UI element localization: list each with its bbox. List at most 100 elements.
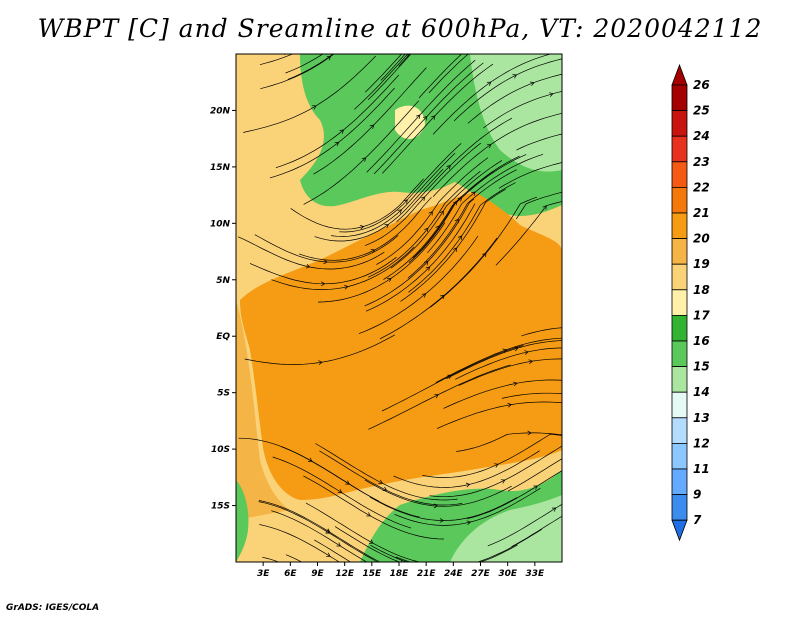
streamline-arrow	[421, 293, 426, 298]
colorbar-label: 26	[693, 78, 710, 92]
streamline	[379, 237, 498, 340]
colorbar-swatch	[671, 340, 688, 368]
lat-label: 5N	[216, 276, 230, 286]
colorbar-label: 20	[693, 232, 710, 246]
streamline	[275, 74, 400, 169]
footer-credit: GrADS: IGES/COLA	[6, 603, 100, 613]
wbpt-16-region-north	[470, 54, 562, 172]
streamline-arrow	[433, 503, 438, 509]
streamline-arrow	[400, 560, 403, 562]
streamline-arrow	[337, 488, 343, 494]
streamline-arrow	[486, 81, 492, 86]
streamline	[354, 54, 409, 110]
streamline	[393, 450, 540, 488]
wbpt-21-region-central	[240, 192, 562, 500]
wbpt-20-region-west	[236, 300, 290, 520]
streamline-arrow	[417, 43, 421, 47]
lon-label: 21E	[417, 569, 437, 579]
streamline-arrow	[439, 210, 444, 216]
colorbar-label: 11	[693, 462, 710, 476]
streamline	[259, 524, 340, 562]
streamline	[272, 456, 412, 529]
streamline-arrow	[430, 23, 434, 27]
colorbar: 26 25 24 23 22 21 20 19 18 17 16 15 14 13 12 11 9 7	[671, 63, 710, 542]
colorbar-swatch	[671, 494, 688, 521]
streamline	[358, 235, 479, 334]
streamline	[516, 133, 562, 151]
streamline	[458, 358, 562, 386]
streamline	[418, 54, 463, 99]
streamline-arrow	[428, 211, 433, 216]
colorbar-label: 18	[693, 283, 710, 297]
streamline	[314, 168, 444, 242]
streamline	[380, 54, 406, 81]
streamline-arrow	[568, 159, 572, 163]
streamline-arrow	[327, 32, 331, 36]
colorbar-label: 23	[693, 155, 710, 169]
lat-label: 15S	[211, 502, 230, 512]
streamline-arrow	[387, 277, 392, 283]
streamline-arrow	[439, 518, 444, 523]
longitude-axis: 3E 6E 9E 12E 15E 18E 21E 24E 27E 30E 33E	[257, 562, 545, 579]
streamline	[466, 470, 562, 520]
streamline	[285, 54, 324, 74]
streamline	[367, 54, 412, 101]
streamline-arrow	[378, 479, 383, 484]
colorbar-swatch	[671, 289, 688, 316]
streamline-arrow	[482, 252, 487, 258]
streamline-arrow	[507, 402, 512, 408]
streamline-arrow	[471, 191, 476, 196]
streamline	[315, 443, 458, 501]
streamline	[303, 475, 444, 540]
streamline-arrow	[595, 327, 599, 331]
streamline-arrow	[446, 165, 451, 170]
streamline-arrow	[305, 263, 310, 269]
colorbar-swatch	[671, 263, 688, 291]
colorbar-swatch	[671, 186, 688, 214]
streamline-arrow	[397, 209, 402, 214]
streamline-arrow	[366, 512, 371, 517]
streamline-arrow	[452, 247, 458, 253]
streamline	[437, 401, 562, 429]
colorbar-label: 15	[693, 360, 710, 374]
streamline	[428, 54, 469, 94]
streamline-arrow	[325, 529, 330, 534]
colorbar-swatch	[671, 238, 688, 265]
colorbar-swatch	[671, 161, 688, 188]
colorbar-swatch	[671, 468, 688, 496]
streamline	[370, 544, 518, 562]
streamline	[314, 539, 352, 562]
streamline-arrow	[457, 235, 463, 240]
colorbar-swatch	[671, 391, 688, 419]
colorbar-label: 16	[693, 334, 710, 348]
wbpt-16-region-south	[450, 495, 562, 562]
streamline	[395, 529, 542, 562]
streamline-arrow	[321, 281, 325, 287]
colorbar-swatch	[671, 442, 688, 470]
colorbar-swatch	[671, 212, 688, 240]
colorbar-label: 13	[693, 411, 710, 425]
streamline-arrow	[524, 350, 529, 355]
streamline-arrow	[448, 9, 452, 13]
colorbar-label: 19	[693, 257, 710, 271]
streamline-arrow	[466, 520, 471, 526]
lon-label: 24E	[444, 569, 464, 579]
streamline	[305, 502, 422, 562]
colorbar-bottom-arrow	[671, 519, 688, 542]
streamline	[364, 54, 402, 93]
streamline	[258, 501, 379, 562]
streamline-arrow	[513, 381, 518, 387]
streamline	[243, 55, 377, 133]
colorbar-label: 12	[693, 436, 710, 450]
streamline	[259, 54, 294, 66]
streamline-arrow	[334, 141, 339, 147]
lon-label: 27E	[471, 569, 491, 579]
lon-label: 18E	[390, 569, 410, 579]
streamline-arrow	[307, 457, 313, 462]
streamline	[382, 63, 494, 174]
streamline-arrow	[347, 32, 351, 36]
lat-label: 20N	[210, 106, 231, 116]
streamline-arrow	[359, 224, 364, 230]
colorbar-label: 7	[693, 513, 702, 527]
streamline	[368, 364, 511, 430]
